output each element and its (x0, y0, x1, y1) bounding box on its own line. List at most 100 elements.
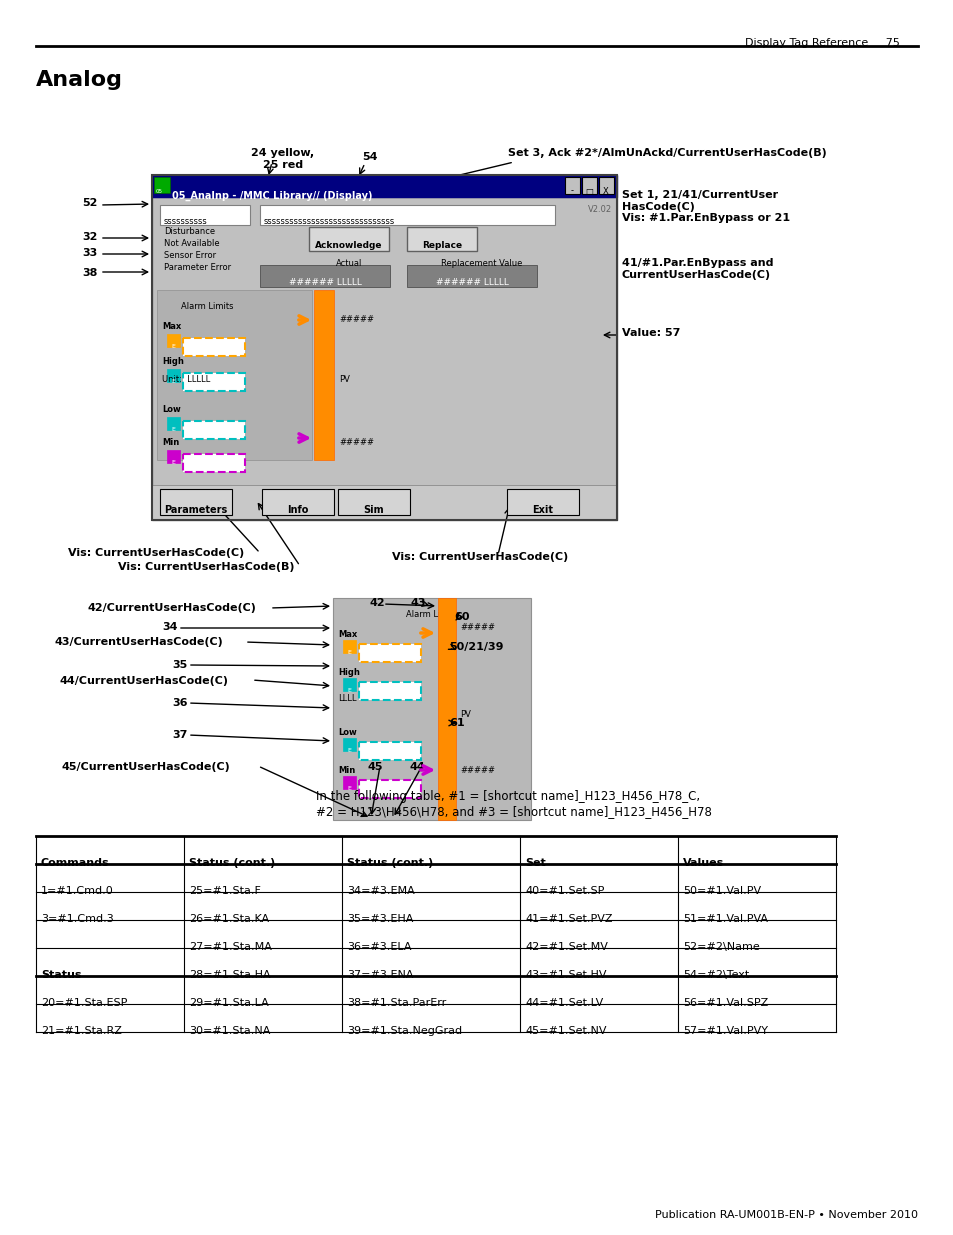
Text: E: E (347, 688, 351, 693)
Bar (183, 373, 245, 391)
Bar (152, 175, 617, 198)
Text: Set 1, 21/41/CurrentUser
HasCode(C)
Vis: #1.Par.EnBypass or 21: Set 1, 21/41/CurrentUser HasCode(C) Vis:… (621, 190, 789, 224)
Bar (167, 369, 180, 382)
Bar (309, 227, 389, 251)
Text: 56=#1.Val.SPZ: 56=#1.Val.SPZ (682, 998, 767, 1008)
Bar (598, 177, 614, 194)
Text: 35: 35 (172, 659, 187, 671)
Text: -: - (570, 186, 573, 195)
Bar (358, 742, 420, 760)
Text: Acknowledge: Acknowledge (314, 241, 382, 249)
Text: 34=#3.EMA: 34=#3.EMA (347, 885, 415, 897)
Bar (343, 678, 355, 692)
Text: #####: ##### (459, 766, 495, 776)
Text: 54: 54 (362, 152, 377, 162)
Text: 29=#1.Sta.LA: 29=#1.Sta.LA (189, 998, 269, 1008)
Text: 30=#1.Sta.NA: 30=#1.Sta.NA (189, 1026, 270, 1036)
Text: 43: 43 (411, 598, 426, 608)
Text: V2.02: V2.02 (587, 205, 612, 214)
Text: 25=#1.Sta.F: 25=#1.Sta.F (189, 885, 260, 897)
Text: Not Available: Not Available (164, 240, 219, 248)
Text: Info: Info (287, 505, 309, 515)
Bar (260, 205, 555, 225)
Text: 43/CurrentUserHasCode(C): 43/CurrentUserHasCode(C) (55, 637, 224, 647)
Text: #####: ##### (459, 622, 495, 632)
Text: 38=#1.Sta.ParErr: 38=#1.Sta.ParErr (347, 998, 446, 1008)
Bar (581, 177, 597, 194)
Text: Replace: Replace (421, 241, 461, 249)
Bar (314, 290, 334, 459)
Text: #####: ##### (338, 315, 374, 324)
Text: Publication RA-UM001B-EN-P • November 2010: Publication RA-UM001B-EN-P • November 20… (655, 1210, 917, 1220)
Text: Sim: Sim (363, 505, 384, 515)
Text: ssssssssss: ssssssssss (164, 217, 208, 226)
Bar (506, 489, 578, 515)
Text: 26=#1.Sta.KA: 26=#1.Sta.KA (189, 914, 269, 924)
Text: Max: Max (337, 630, 356, 638)
Bar (183, 454, 245, 472)
Text: 45=#1.Set.NV: 45=#1.Set.NV (524, 1026, 606, 1036)
Text: 05: 05 (156, 189, 163, 194)
Text: E: E (347, 748, 351, 753)
Text: Unit:  LLLLL: Unit: LLLLL (162, 375, 210, 384)
Bar (160, 205, 250, 225)
Text: Commands: Commands (41, 858, 110, 868)
Text: Min: Min (337, 766, 355, 776)
Bar (407, 227, 476, 251)
Bar (333, 598, 531, 820)
Bar (343, 739, 355, 751)
Bar (358, 682, 420, 700)
Text: 37=#3.ENA: 37=#3.ENA (347, 969, 413, 981)
Text: High: High (162, 357, 184, 366)
Text: 20=#1.Sta.ESP: 20=#1.Sta.ESP (41, 998, 128, 1008)
Bar (157, 290, 312, 459)
Text: 44=#1.Set.LV: 44=#1.Set.LV (524, 998, 602, 1008)
Text: Status (cont.): Status (cont.) (347, 858, 433, 868)
Text: High: High (337, 668, 359, 677)
Text: 36: 36 (172, 698, 188, 708)
Text: 52: 52 (82, 198, 97, 207)
Text: Parameters: Parameters (164, 505, 228, 515)
Text: Alarm Limits: Alarm Limits (405, 610, 457, 619)
Text: 38: 38 (82, 268, 97, 278)
Text: 41=#1.Set.PVZ: 41=#1.Set.PVZ (524, 914, 612, 924)
Bar (407, 266, 537, 287)
Text: 1=#1.Cmd.0: 1=#1.Cmd.0 (41, 885, 113, 897)
Text: 21=#1.Sta.RZ: 21=#1.Sta.RZ (41, 1026, 122, 1036)
Bar (153, 177, 170, 193)
Bar (160, 489, 232, 515)
Text: Set: Set (524, 858, 545, 868)
Text: 57=#1.Val.PVY: 57=#1.Val.PVY (682, 1026, 767, 1036)
Text: 42/CurrentUserHasCode(C): 42/CurrentUserHasCode(C) (88, 603, 256, 613)
Text: 50/21/39: 50/21/39 (449, 642, 503, 652)
Bar (343, 776, 355, 789)
Text: Values: Values (682, 858, 723, 868)
Text: 41/#1.Par.EnBypass and
CurrentUserHasCode(C): 41/#1.Par.EnBypass and CurrentUserHasCod… (621, 258, 773, 279)
Text: 24 yellow,
25 red: 24 yellow, 25 red (252, 148, 314, 169)
Text: 44/CurrentUserHasCode(C): 44/CurrentUserHasCode(C) (60, 676, 229, 685)
Text: 36=#3.ELA: 36=#3.ELA (347, 942, 411, 952)
Text: Disturbance: Disturbance (164, 227, 214, 236)
Bar (334, 290, 563, 459)
Text: 61: 61 (449, 718, 464, 727)
Bar (358, 643, 420, 662)
Text: ###### LLLLL: ###### LLLLL (436, 278, 508, 287)
Text: Set 3, Ack #2*/AlmUnAckd/CurrentUserHasCode(B): Set 3, Ack #2*/AlmUnAckd/CurrentUserHasC… (507, 148, 826, 158)
Text: Sensor Error: Sensor Error (164, 251, 216, 261)
Text: 45/CurrentUserHasCode(C): 45/CurrentUserHasCode(C) (62, 762, 231, 772)
Text: ###### LLLLL: ###### LLLLL (288, 278, 361, 287)
Text: 27=#1.Sta.MA: 27=#1.Sta.MA (189, 942, 272, 952)
Text: LLLL: LLLL (337, 694, 356, 703)
Text: Vis: CurrentUserHasCode(C): Vis: CurrentUserHasCode(C) (392, 552, 568, 562)
Text: Status: Status (41, 969, 81, 981)
Bar (152, 485, 617, 520)
Bar (152, 198, 617, 520)
Text: Display Tag Reference     75: Display Tag Reference 75 (744, 38, 899, 48)
Text: Parameter Error: Parameter Error (164, 263, 231, 272)
Text: 40=#1.Set.SP: 40=#1.Set.SP (524, 885, 604, 897)
Text: 37: 37 (172, 730, 187, 740)
Text: Low: Low (162, 405, 180, 414)
Text: Vis: CurrentUserHasCode(B): Vis: CurrentUserHasCode(B) (118, 562, 294, 572)
Bar (343, 640, 355, 653)
Bar (183, 421, 245, 438)
